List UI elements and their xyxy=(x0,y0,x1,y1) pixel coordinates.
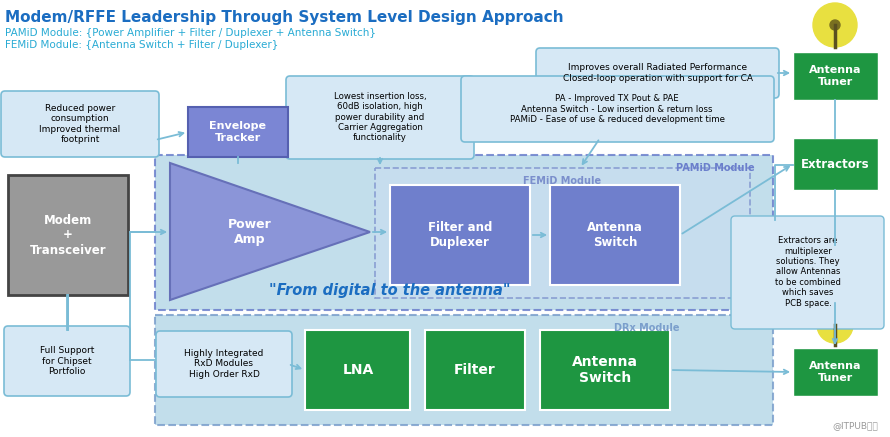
Bar xyxy=(155,155,773,310)
Bar xyxy=(540,330,670,410)
Bar xyxy=(188,107,288,157)
Text: Extractors: Extractors xyxy=(801,157,870,170)
Text: Antenna
Switch: Antenna Switch xyxy=(572,355,638,385)
Text: Modem/RFFE Leadership Through System Level Design Approach: Modem/RFFE Leadership Through System Lev… xyxy=(5,10,563,25)
Circle shape xyxy=(817,307,853,343)
Text: Antenna
Switch: Antenna Switch xyxy=(587,221,643,249)
Bar xyxy=(425,330,525,410)
FancyBboxPatch shape xyxy=(536,48,779,98)
Bar xyxy=(793,348,878,396)
Text: Extractors are
multiplexer
solutions. They
allow Antennas
to be combined
which s: Extractors are multiplexer solutions. Th… xyxy=(775,236,841,308)
Text: PAMiD Module: PAMiD Module xyxy=(676,163,755,173)
Circle shape xyxy=(830,20,840,30)
Text: Antenna
Tuner: Antenna Tuner xyxy=(809,361,862,383)
Bar xyxy=(550,185,680,285)
Bar xyxy=(8,175,128,295)
Text: Full Support
for Chipset
Portfolio: Full Support for Chipset Portfolio xyxy=(40,346,94,376)
Bar xyxy=(305,330,410,410)
Bar xyxy=(793,138,878,190)
FancyBboxPatch shape xyxy=(461,76,774,142)
Text: PAMiD Module: {Power Amplifier + Filter / Duplexer + Antenna Switch}: PAMiD Module: {Power Amplifier + Filter … xyxy=(5,28,376,38)
Text: Reduced power
consumption
Improved thermal
footprint: Reduced power consumption Improved therm… xyxy=(39,104,121,144)
Text: Antenna
Tuner: Antenna Tuner xyxy=(809,65,862,87)
FancyBboxPatch shape xyxy=(156,331,292,397)
Text: Filter: Filter xyxy=(454,363,496,377)
Circle shape xyxy=(831,321,839,329)
Bar xyxy=(375,168,750,298)
Text: LNA: LNA xyxy=(343,363,374,377)
Text: Power
Amp: Power Amp xyxy=(228,218,271,246)
Text: DRx Module: DRx Module xyxy=(614,323,680,333)
Text: FEMiD Module: {Antenna Switch + Filter / Duplexer}: FEMiD Module: {Antenna Switch + Filter /… xyxy=(5,40,279,50)
Text: PA - Improved TX Pout & PAE
Antenna Switch - Low insertion & return loss
PAMiD -: PA - Improved TX Pout & PAE Antenna Swit… xyxy=(509,94,724,124)
Text: Filter and
Duplexer: Filter and Duplexer xyxy=(428,221,492,249)
Polygon shape xyxy=(170,163,370,300)
Bar xyxy=(793,52,878,100)
Text: Modem
+
Transceiver: Modem + Transceiver xyxy=(29,214,106,257)
Text: Highly Integrated
RxD Modules
High Order RxD: Highly Integrated RxD Modules High Order… xyxy=(184,349,263,379)
FancyBboxPatch shape xyxy=(4,326,130,396)
Text: @ITPUB博客: @ITPUB博客 xyxy=(832,421,878,430)
Text: FEMiD Module: FEMiD Module xyxy=(523,176,601,186)
FancyBboxPatch shape xyxy=(731,216,884,329)
Text: Improves overall Radiated Performance
Closed-loop operation with support for CA: Improves overall Radiated Performance Cl… xyxy=(563,63,753,83)
FancyBboxPatch shape xyxy=(1,91,159,157)
Text: "From digital to the antenna": "From digital to the antenna" xyxy=(270,282,511,298)
Circle shape xyxy=(813,3,857,47)
Bar xyxy=(155,315,773,425)
Bar xyxy=(390,185,530,285)
FancyBboxPatch shape xyxy=(286,76,474,159)
Text: Lowest insertion loss,
60dB isolation, high
power durability and
Carrier Aggrega: Lowest insertion loss, 60dB isolation, h… xyxy=(334,92,426,142)
Text: Envelope
Tracker: Envelope Tracker xyxy=(209,121,266,143)
